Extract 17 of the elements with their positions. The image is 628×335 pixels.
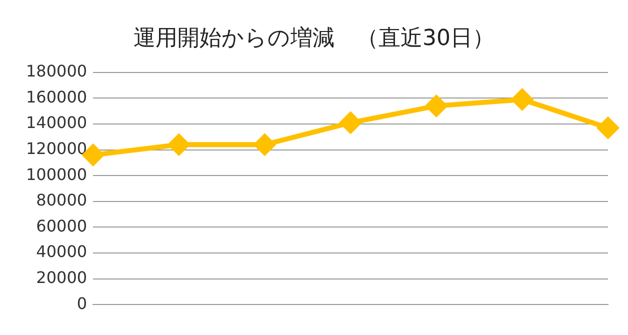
point [168, 134, 190, 156]
y-tick-label: 180000 [26, 62, 88, 81]
y-tick-label: 80000 [36, 190, 88, 210]
point [598, 117, 618, 138]
point [512, 88, 533, 110]
y-tick-label: 140000 [26, 113, 88, 132]
point [254, 134, 276, 156]
y-tick-label: 160000 [26, 87, 88, 106]
point [426, 95, 447, 116]
y-tick-label: 100000 [26, 164, 88, 184]
chart-title: 運用開始からの増減 （直近30日） [134, 26, 494, 51]
point [340, 112, 362, 134]
y-tick-label: 0 [76, 294, 88, 313]
y-tick-label: 60000 [36, 216, 88, 236]
y-tick-label: 20000 [36, 268, 88, 287]
y-tick-label: 120000 [26, 138, 88, 158]
y-tick-label: 40000 [36, 242, 88, 262]
